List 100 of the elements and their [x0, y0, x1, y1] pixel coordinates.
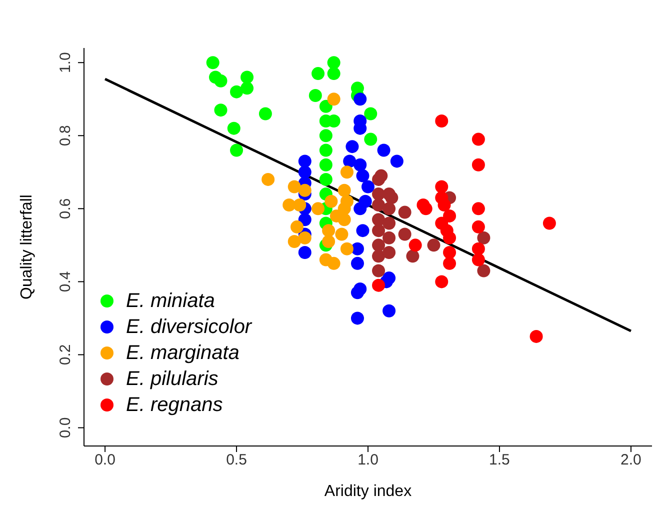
- point: [382, 216, 396, 230]
- point: [350, 286, 364, 300]
- point: [312, 67, 325, 80]
- point: [214, 74, 228, 88]
- point: [322, 235, 336, 248]
- point: [472, 220, 485, 234]
- point: [319, 129, 332, 142]
- point: [350, 256, 364, 270]
- point: [443, 246, 456, 259]
- point: [354, 92, 367, 106]
- point: [298, 246, 312, 259]
- point: [354, 202, 367, 216]
- point: [230, 144, 244, 157]
- point: [298, 166, 312, 179]
- point: [398, 228, 412, 241]
- x-tick-label: 2.0: [620, 452, 642, 469]
- point: [382, 231, 396, 244]
- point: [382, 202, 396, 216]
- point: [327, 67, 340, 80]
- point: [206, 56, 220, 70]
- point: [364, 107, 378, 120]
- point: [419, 202, 432, 216]
- point: [312, 202, 325, 216]
- y-tick-label: 0.0: [57, 417, 74, 438]
- point: [390, 154, 404, 168]
- point: [240, 82, 254, 95]
- point: [435, 114, 448, 128]
- point: [472, 253, 485, 266]
- point: [372, 250, 386, 263]
- point: [382, 304, 396, 318]
- point: [382, 272, 396, 285]
- y-tick-label: 0.4: [57, 271, 74, 292]
- point: [227, 122, 240, 135]
- legend-label: E. regnans: [126, 393, 223, 418]
- point: [372, 224, 386, 238]
- point: [354, 158, 367, 172]
- point: [382, 246, 396, 259]
- point: [438, 198, 451, 212]
- x-tick-label: 0.5: [226, 452, 247, 469]
- point: [542, 216, 556, 230]
- point: [327, 92, 340, 106]
- y-tick-label: 0.8: [57, 125, 74, 146]
- point: [327, 256, 340, 270]
- point: [364, 132, 378, 146]
- point: [298, 154, 312, 168]
- legend-label: E. miniata: [126, 289, 215, 314]
- point: [472, 158, 485, 172]
- point: [288, 180, 301, 194]
- point: [385, 191, 398, 204]
- point: [406, 250, 420, 263]
- point: [282, 198, 296, 212]
- point: [477, 264, 490, 278]
- point: [262, 172, 275, 186]
- x-tick-label: 0.0: [94, 452, 116, 469]
- point: [398, 206, 412, 219]
- point: [356, 169, 370, 182]
- point: [427, 238, 440, 252]
- point: [319, 144, 332, 157]
- point: [443, 209, 456, 222]
- point: [372, 238, 386, 252]
- point: [319, 158, 332, 172]
- point: [472, 242, 485, 256]
- point: [340, 194, 354, 208]
- point: [240, 70, 254, 84]
- point: [372, 278, 386, 292]
- point: [298, 231, 312, 244]
- legend-label: E. diversicolor: [126, 315, 252, 340]
- point: [435, 180, 448, 194]
- point: [324, 194, 338, 208]
- y-tick-label: 0.2: [57, 344, 74, 366]
- y-tick-label: 1.0: [57, 52, 74, 74]
- point: [327, 56, 340, 70]
- x-tick-label: 1.0: [358, 452, 378, 469]
- point: [346, 140, 359, 154]
- point: [230, 85, 244, 98]
- point: [319, 100, 332, 113]
- point: [443, 231, 456, 244]
- point: [356, 224, 370, 238]
- y-tick-label: 0.6: [57, 198, 74, 220]
- point: [350, 312, 364, 325]
- point: [350, 242, 364, 256]
- x-axis-title: Aridity index: [324, 483, 412, 500]
- point: [298, 184, 312, 197]
- point: [530, 330, 543, 343]
- point: [338, 184, 351, 197]
- point: [258, 107, 272, 120]
- y-axis-title: Quality litterfall: [18, 194, 36, 300]
- point: [362, 180, 374, 194]
- point: [372, 198, 386, 212]
- point: [372, 264, 386, 278]
- point: [214, 104, 228, 117]
- point: [408, 238, 422, 252]
- point: [319, 172, 332, 186]
- point: [477, 231, 490, 244]
- point: [340, 166, 354, 179]
- point: [330, 209, 343, 222]
- legend-label: E. marginata: [126, 341, 240, 366]
- point: [322, 224, 336, 238]
- point: [308, 88, 322, 102]
- point: [290, 220, 304, 234]
